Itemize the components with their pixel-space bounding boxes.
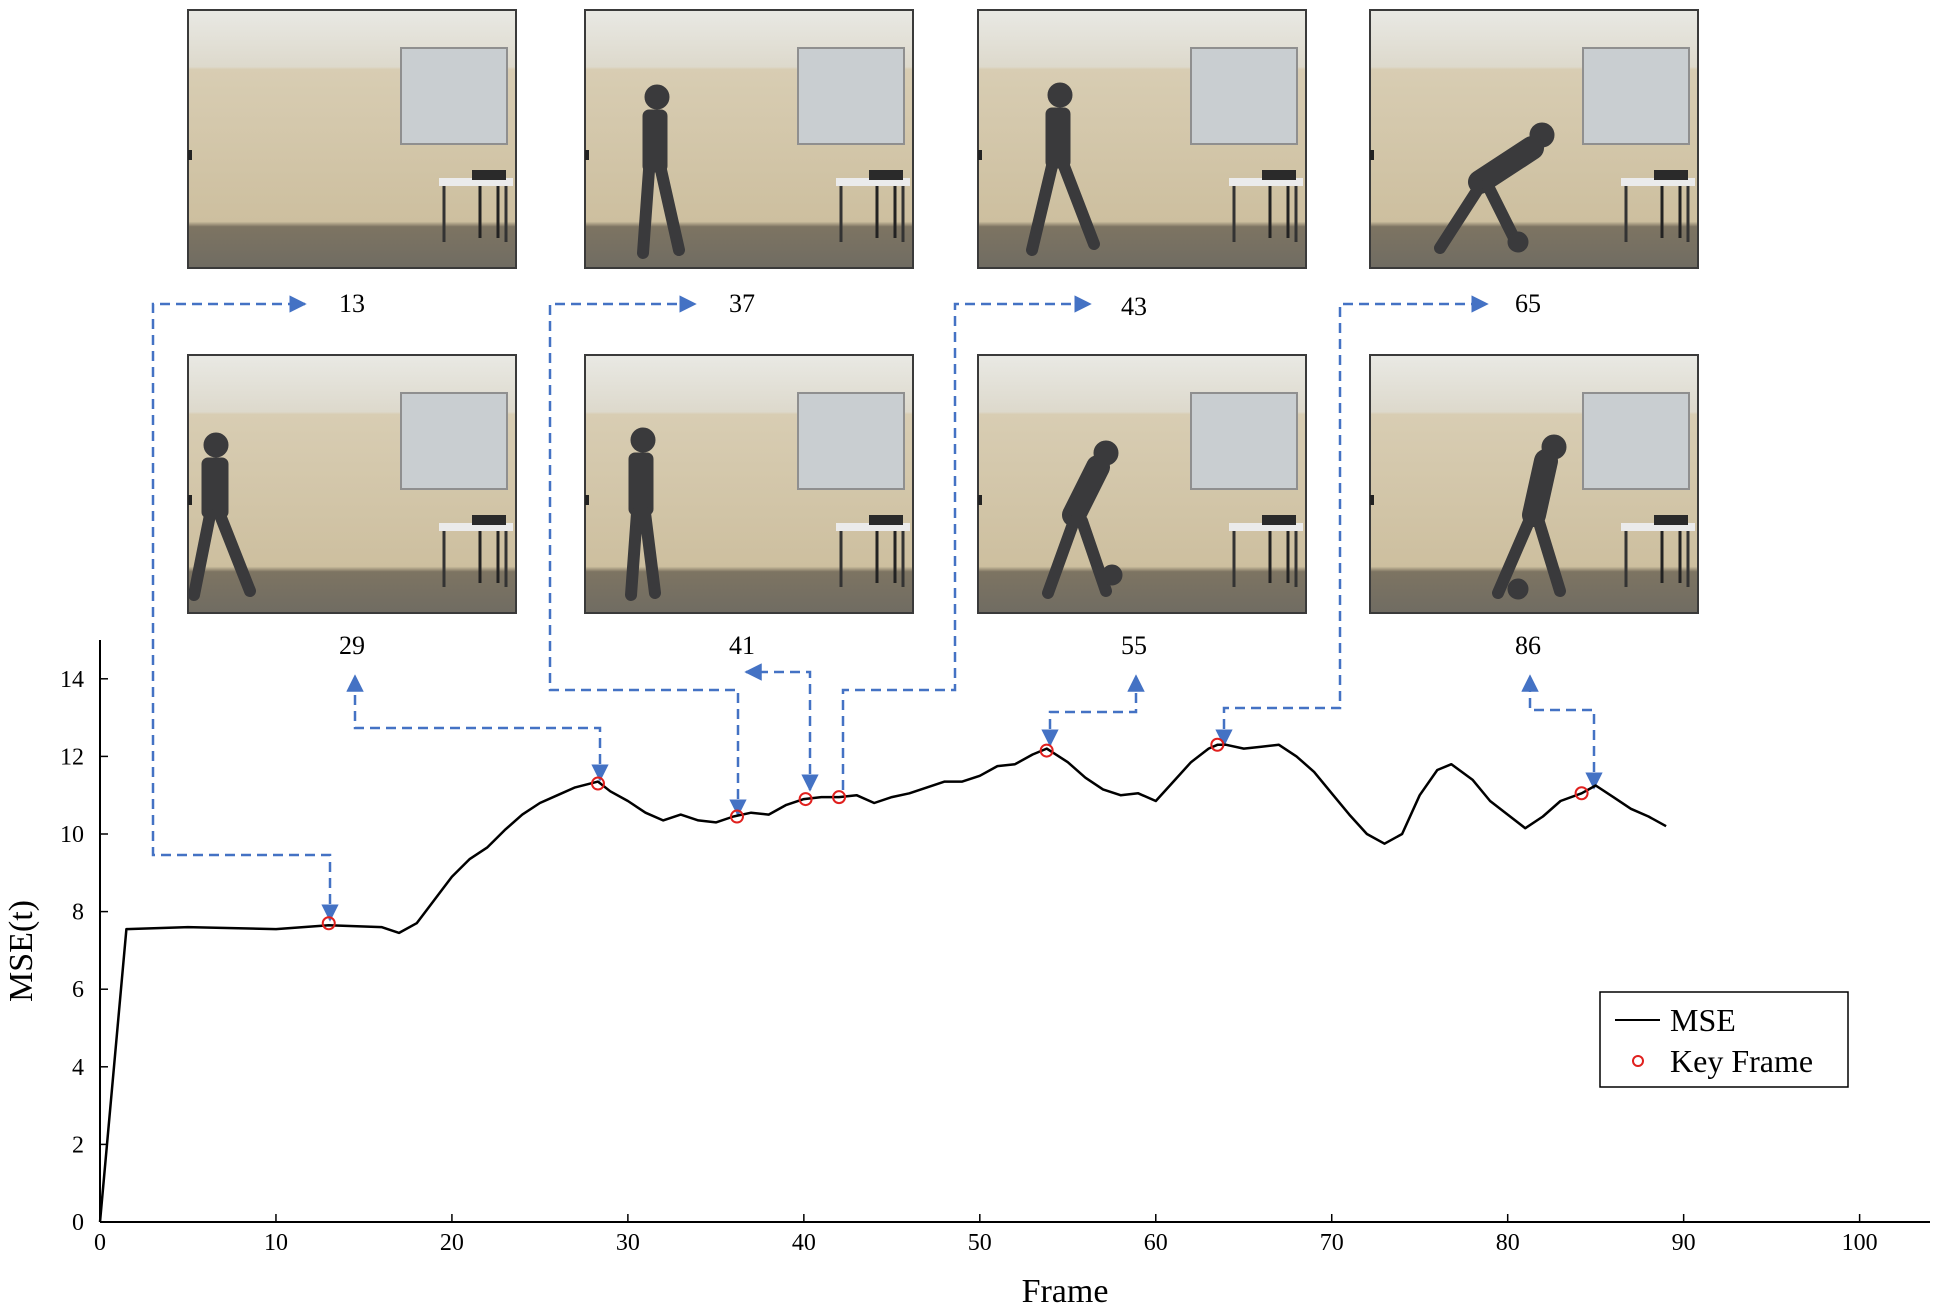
y-tick-label: 8 xyxy=(72,900,84,926)
key-frame-marker xyxy=(1210,737,1225,752)
person-figure xyxy=(188,432,256,601)
legend-label-key-frame: Key Frame xyxy=(1670,1043,1813,1079)
key-frame-marker xyxy=(590,776,605,791)
chart-axes xyxy=(99,640,1930,1223)
key-frame-label: 37 xyxy=(729,289,755,318)
key-frame-label: 29 xyxy=(339,631,365,660)
y-axis-ticks: 0 2 4 6 8 10 12 14 xyxy=(60,667,108,1236)
y-axis-title: MSE(t) xyxy=(3,900,40,1002)
key-frame-label: 86 xyxy=(1515,631,1541,660)
x-axis-title: Frame xyxy=(1022,1273,1109,1310)
connector-arrow xyxy=(151,295,339,922)
x-tick-label: 80 xyxy=(1496,1230,1520,1256)
key-frame-thumbnails xyxy=(186,8,1700,615)
x-tick-label: 60 xyxy=(1144,1230,1168,1256)
key-frame-label: 13 xyxy=(339,289,365,318)
person-figure xyxy=(1026,82,1100,256)
connector-arrow xyxy=(841,295,1092,790)
key-frame-thumbnail-13 xyxy=(186,8,518,270)
x-tick-label: 50 xyxy=(968,1230,992,1256)
connector-arrow xyxy=(1215,295,1489,747)
chart-legend: MSE Key Frame xyxy=(1599,991,1849,1088)
y-tick-label: 12 xyxy=(60,744,84,770)
key-frame-marker xyxy=(832,790,847,805)
person-figure xyxy=(1042,440,1123,599)
person-figure xyxy=(625,427,661,601)
key-frame-marker xyxy=(729,809,744,824)
connector-arrow xyxy=(744,663,819,792)
key-frame-markers xyxy=(321,737,1589,931)
key-frame-marker xyxy=(798,792,813,807)
key-frame-labels: 13 37 43 65 29 41 55 86 xyxy=(339,289,1541,660)
x-tick-label: 70 xyxy=(1320,1230,1344,1256)
x-tick-label: 40 xyxy=(792,1230,816,1256)
x-tick-label: 10 xyxy=(264,1230,288,1256)
y-tick-label: 2 xyxy=(72,1132,84,1158)
y-tick-label: 14 xyxy=(60,667,84,693)
x-tick-label: 0 xyxy=(94,1230,106,1256)
legend-marker-swatch xyxy=(1632,1055,1644,1067)
key-frame-label: 43 xyxy=(1121,292,1147,321)
connector-arrow xyxy=(1041,674,1145,747)
x-tick-label: 20 xyxy=(440,1230,464,1256)
y-tick-label: 10 xyxy=(60,822,84,848)
key-frame-thumbnail-29 xyxy=(186,353,518,615)
x-tick-label: 30 xyxy=(616,1230,640,1256)
x-tick-label: 90 xyxy=(1672,1230,1696,1256)
key-frame-thumbnail-43 xyxy=(976,8,1308,270)
person-figure xyxy=(1492,434,1567,600)
connector-arrow xyxy=(346,674,609,782)
key-frame-thumbnail-37 xyxy=(583,8,915,270)
key-frame-label: 65 xyxy=(1515,289,1541,318)
legend-box xyxy=(1599,991,1849,1088)
y-tick-label: 0 xyxy=(72,1210,84,1236)
x-tick-label: 100 xyxy=(1842,1230,1878,1256)
key-frame-marker xyxy=(1039,743,1054,758)
x-axis-ticks: 0 10 20 30 40 50 60 70 80 90 100 xyxy=(94,1214,1878,1256)
person-figure xyxy=(1434,122,1555,254)
person-figure xyxy=(637,84,685,259)
connector-arrow xyxy=(1521,674,1603,790)
key-frame-thumbnail-65 xyxy=(1368,8,1700,270)
connector-arrow xyxy=(548,295,747,817)
legend-label-mse: MSE xyxy=(1670,1002,1736,1038)
key-frame-connectors xyxy=(151,295,1603,922)
key-frame-label: 55 xyxy=(1121,631,1147,660)
key-frame-thumbnail-86 xyxy=(1368,353,1700,615)
mse-line xyxy=(98,743,1667,1223)
key-frame-thumbnail-55 xyxy=(976,353,1308,615)
key-frame-label: 41 xyxy=(729,631,755,660)
key-frame-marker xyxy=(1574,786,1589,801)
y-tick-label: 4 xyxy=(72,1055,84,1081)
key-frame-marker xyxy=(321,916,336,931)
y-tick-label: 6 xyxy=(72,977,84,1003)
key-frame-thumbnail-41 xyxy=(583,353,915,615)
mse-chart: 0 10 20 30 40 50 60 70 80 90 100 0 2 4 6 8 10 12 14 Frame… xyxy=(3,640,1930,1310)
mse-series xyxy=(98,743,1667,1223)
